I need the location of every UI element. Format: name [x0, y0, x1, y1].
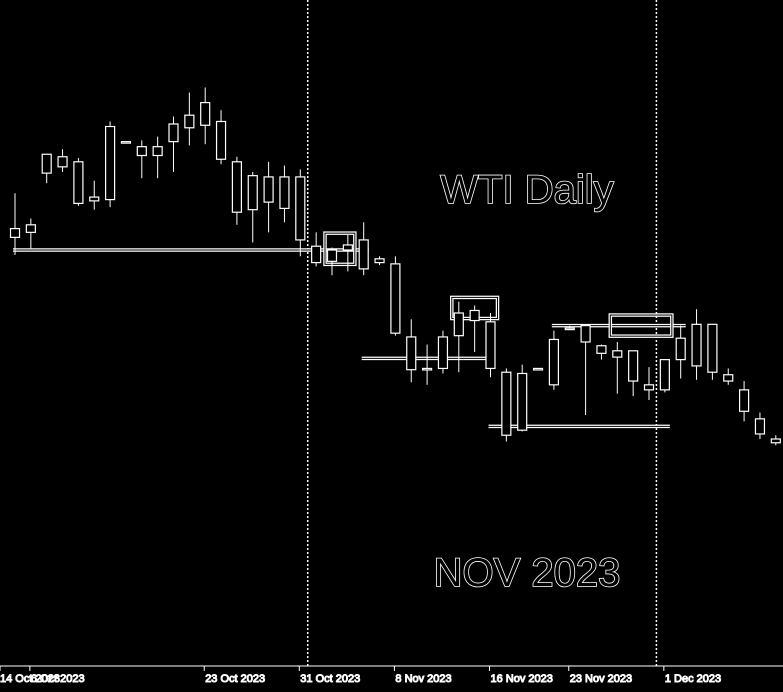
x-tick-label: 14 Oct 2023 — [0, 673, 60, 685]
candle-body — [89, 196, 100, 202]
candle-body — [41, 153, 52, 174]
x-tick-label: 6 Oct 2023 — [31, 673, 85, 685]
candle-body — [691, 323, 702, 367]
candle-body — [675, 337, 686, 361]
candle-body — [628, 350, 639, 382]
candle-body — [326, 249, 338, 262]
candle-body — [754, 418, 766, 435]
candle-body — [279, 176, 290, 210]
x-tick-label: 16 Nov 2023 — [491, 673, 553, 685]
candle-body — [612, 350, 623, 358]
x-tick-label: 23 Oct 2023 — [205, 673, 265, 685]
horizontal-levels — [13, 248, 686, 429]
candle-body — [295, 176, 306, 241]
candle-body — [73, 161, 84, 204]
candle-body — [374, 258, 385, 264]
candle-body — [707, 323, 718, 373]
candle-body — [485, 321, 496, 370]
candle-body — [422, 367, 433, 371]
candle-body — [231, 161, 242, 213]
candle-body — [263, 176, 274, 203]
candle-body — [168, 123, 179, 143]
candle-body — [390, 263, 401, 334]
chart-annotation: NOV 2023 — [434, 551, 621, 595]
highlight-box-inner — [324, 232, 356, 265]
candle-body — [247, 175, 258, 211]
candle-body — [9, 227, 21, 239]
candle-body — [342, 244, 353, 251]
candle-body — [25, 224, 36, 233]
x-tick-label: 8 Nov 2023 — [395, 673, 451, 685]
candle-body — [453, 312, 464, 337]
candle-body — [532, 367, 544, 371]
candle-body — [57, 156, 68, 168]
month-separators — [306, 0, 658, 666]
candles — [9, 87, 781, 446]
candle-body — [517, 372, 528, 431]
highlight-box-inner — [609, 314, 673, 337]
candle-body — [184, 114, 195, 129]
candle-body — [311, 245, 322, 264]
candle-body — [723, 374, 734, 382]
x-tick-label: 1 Dec 2023 — [665, 673, 721, 685]
candle-body — [152, 146, 163, 157]
candle-body — [358, 239, 369, 270]
candle-body — [120, 141, 132, 144]
candle-body — [406, 336, 417, 371]
x-tick-label: 23 Nov 2023 — [570, 673, 632, 685]
candle-body — [437, 336, 449, 370]
candle-body — [580, 325, 591, 343]
candle-body — [200, 101, 211, 126]
candle-body — [548, 338, 560, 386]
candle-body — [104, 125, 116, 201]
candle-body — [215, 120, 227, 160]
candle-body — [136, 146, 147, 157]
candle-body — [659, 359, 670, 391]
candle-body — [501, 371, 512, 436]
candle-body — [738, 389, 750, 412]
candle-body — [469, 309, 480, 322]
highlight-boxes — [323, 231, 674, 338]
chart-title: WTI Daily — [440, 168, 613, 212]
candle-body — [596, 345, 607, 354]
candle-body — [770, 438, 781, 444]
candle-body — [643, 384, 655, 391]
x-tick-label: 31 Oct 2023 — [300, 673, 360, 685]
candle-body — [564, 327, 575, 331]
